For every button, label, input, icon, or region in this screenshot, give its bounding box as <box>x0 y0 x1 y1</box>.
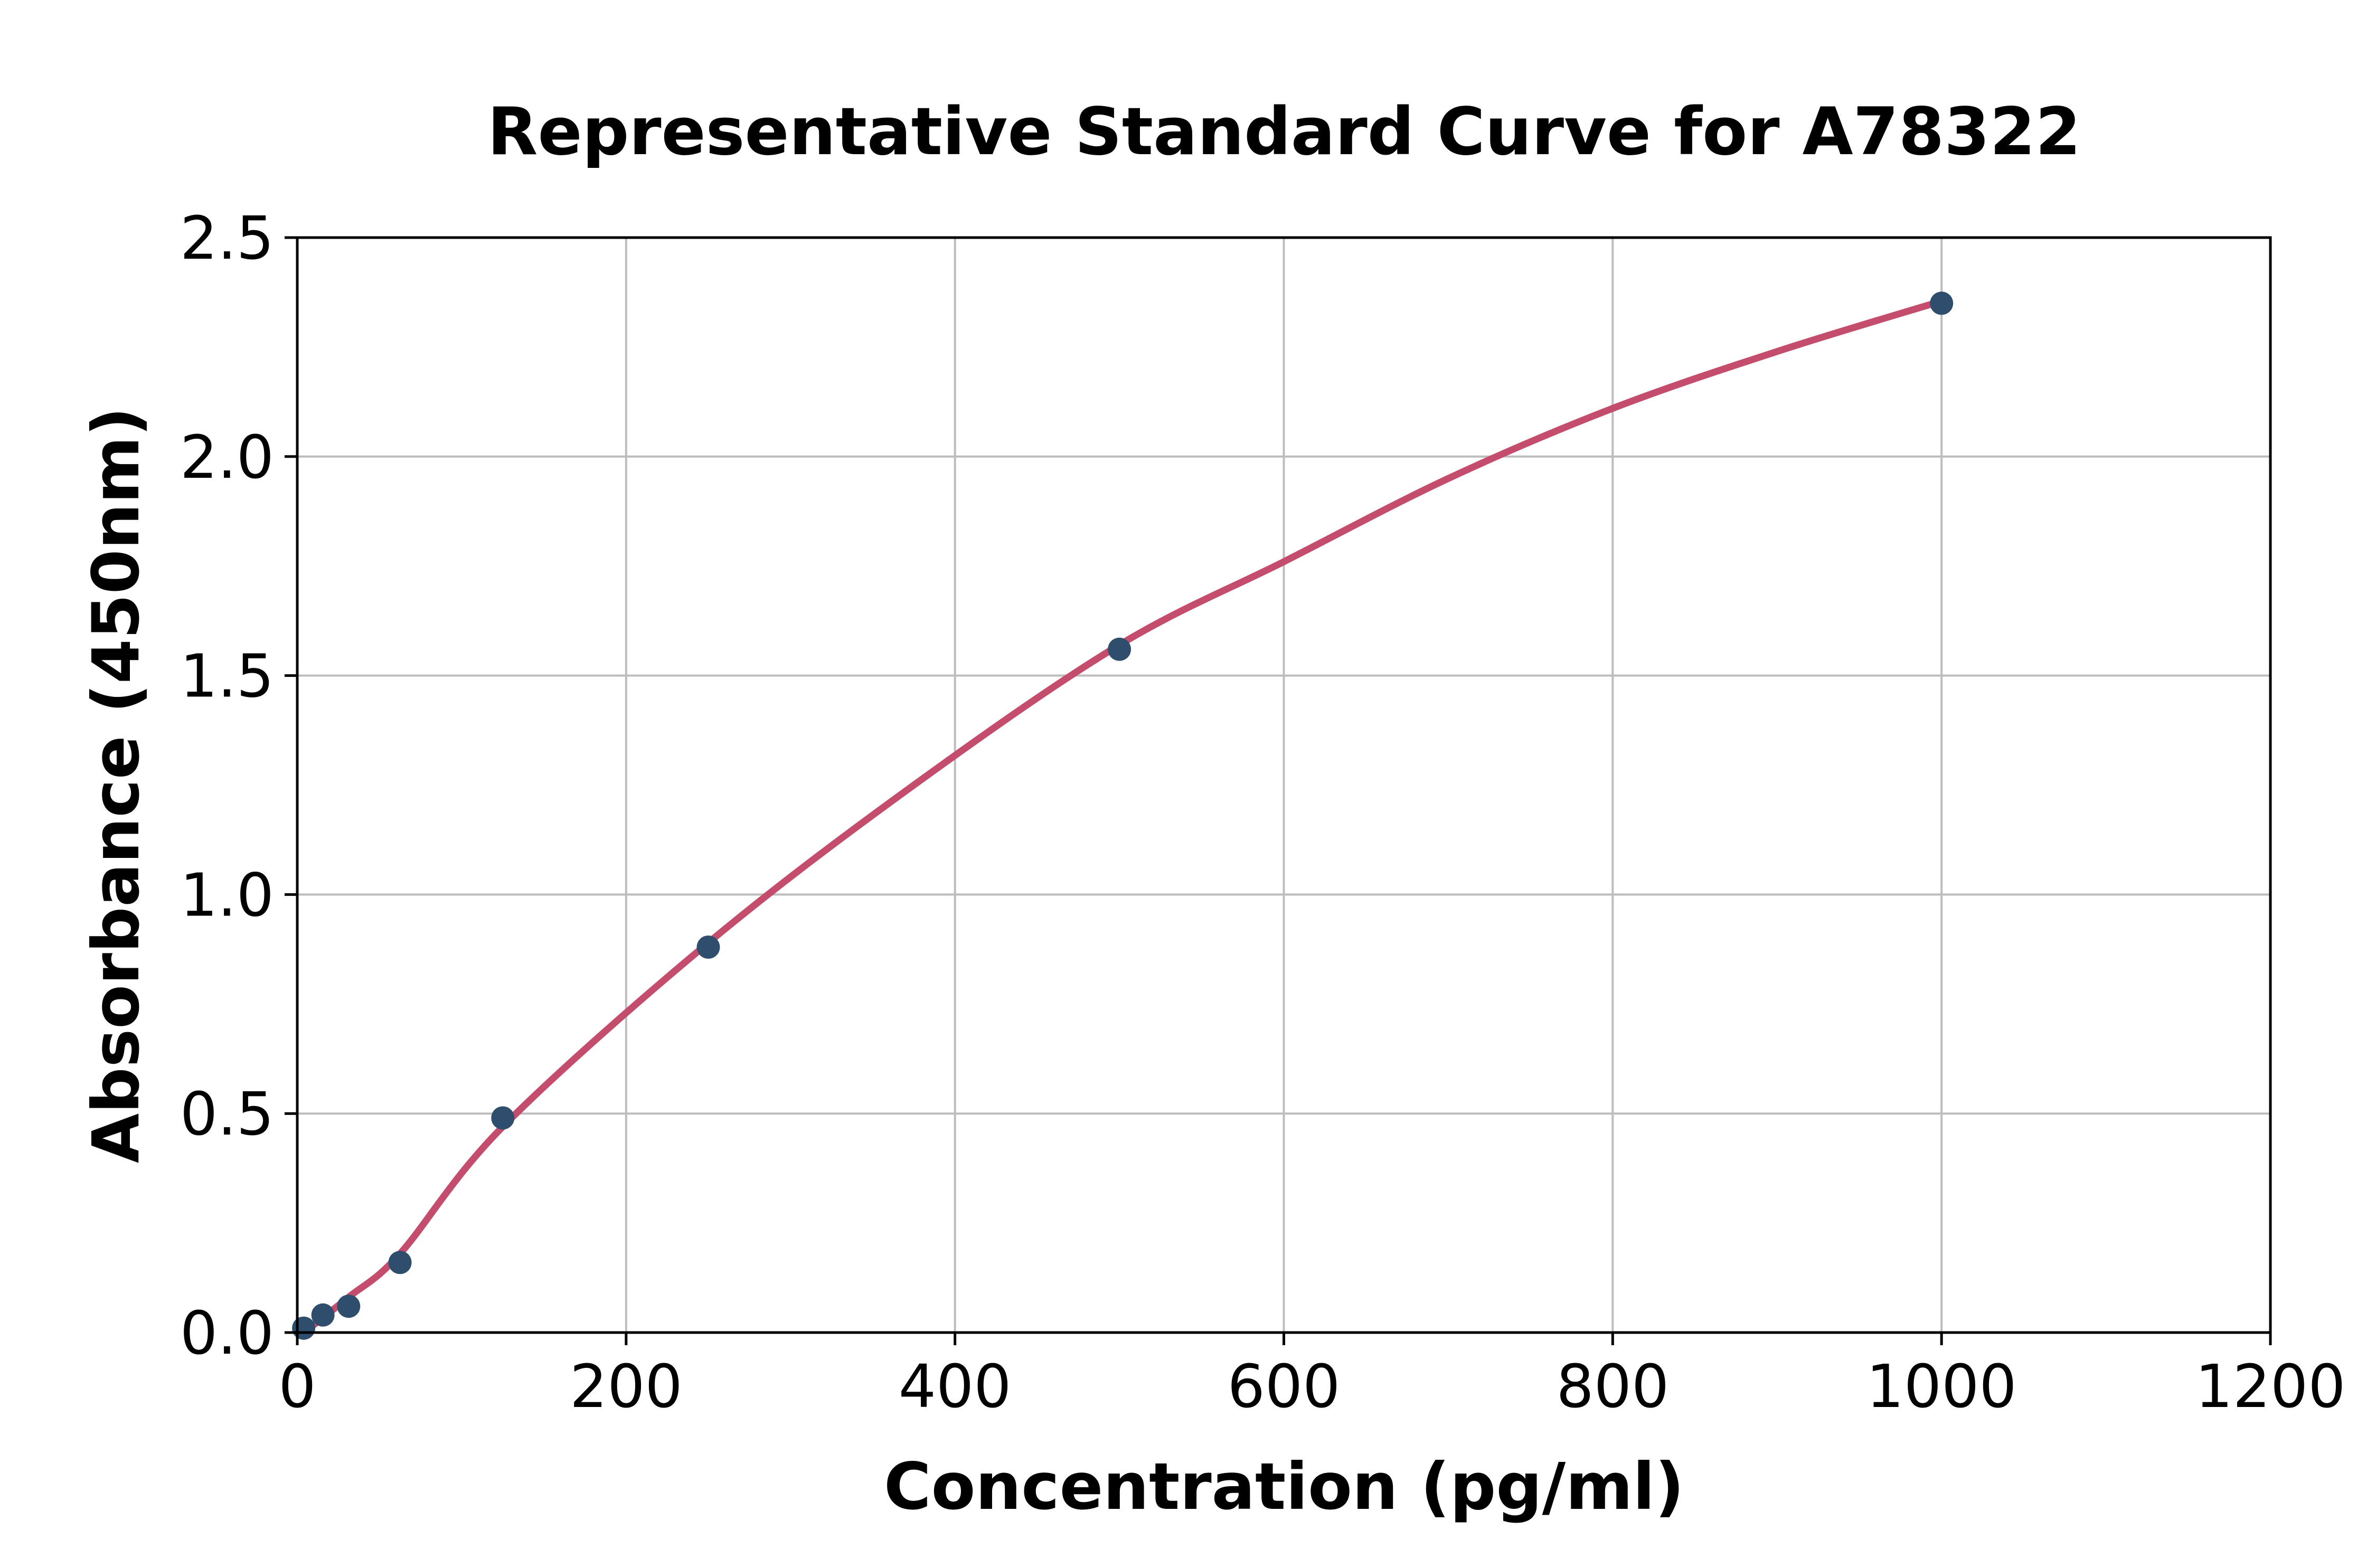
y-tick-label: 0.5 <box>180 1080 274 1149</box>
y-axis-label: Absorbance (450nm) <box>79 407 154 1164</box>
axes-layer <box>285 236 2272 1345</box>
x-tick-label: 1200 <box>2195 1353 2345 1421</box>
y-tick-label: 1.5 <box>180 643 274 711</box>
chart-title: Representative Standard Curve for A78322 <box>487 94 2081 170</box>
data-point <box>292 1316 316 1340</box>
data-layer <box>292 291 1954 1340</box>
gridlines-layer <box>296 237 2271 1334</box>
x-tick-label: 800 <box>1556 1353 1669 1421</box>
data-point <box>696 936 720 959</box>
x-tick-label: 600 <box>1228 1353 1341 1421</box>
data-point <box>1930 291 1954 315</box>
y-tick-label: 1.0 <box>180 861 274 930</box>
data-point <box>491 1106 515 1130</box>
data-point <box>311 1303 335 1327</box>
data-point <box>1108 637 1132 661</box>
data-point <box>388 1251 412 1274</box>
y-tick-label: 2.0 <box>180 423 274 492</box>
x-tick-label: 400 <box>899 1353 1012 1421</box>
y-tick-label: 2.5 <box>180 204 274 273</box>
x-tick-label: 1000 <box>1866 1353 2017 1421</box>
x-tick-label: 200 <box>570 1353 683 1421</box>
x-tick-label: 0 <box>278 1353 316 1421</box>
fit-curve <box>300 297 1945 1336</box>
y-tick-label: 0.0 <box>180 1299 274 1368</box>
tick-labels-layer: 0 200 400 600 800 1000 1200 0.0 0.5 1.0 1.5 2.0 2.5 <box>180 204 2346 1421</box>
x-axis-label: Concentration (pg/ml) <box>884 1449 1684 1524</box>
data-point <box>337 1295 361 1318</box>
